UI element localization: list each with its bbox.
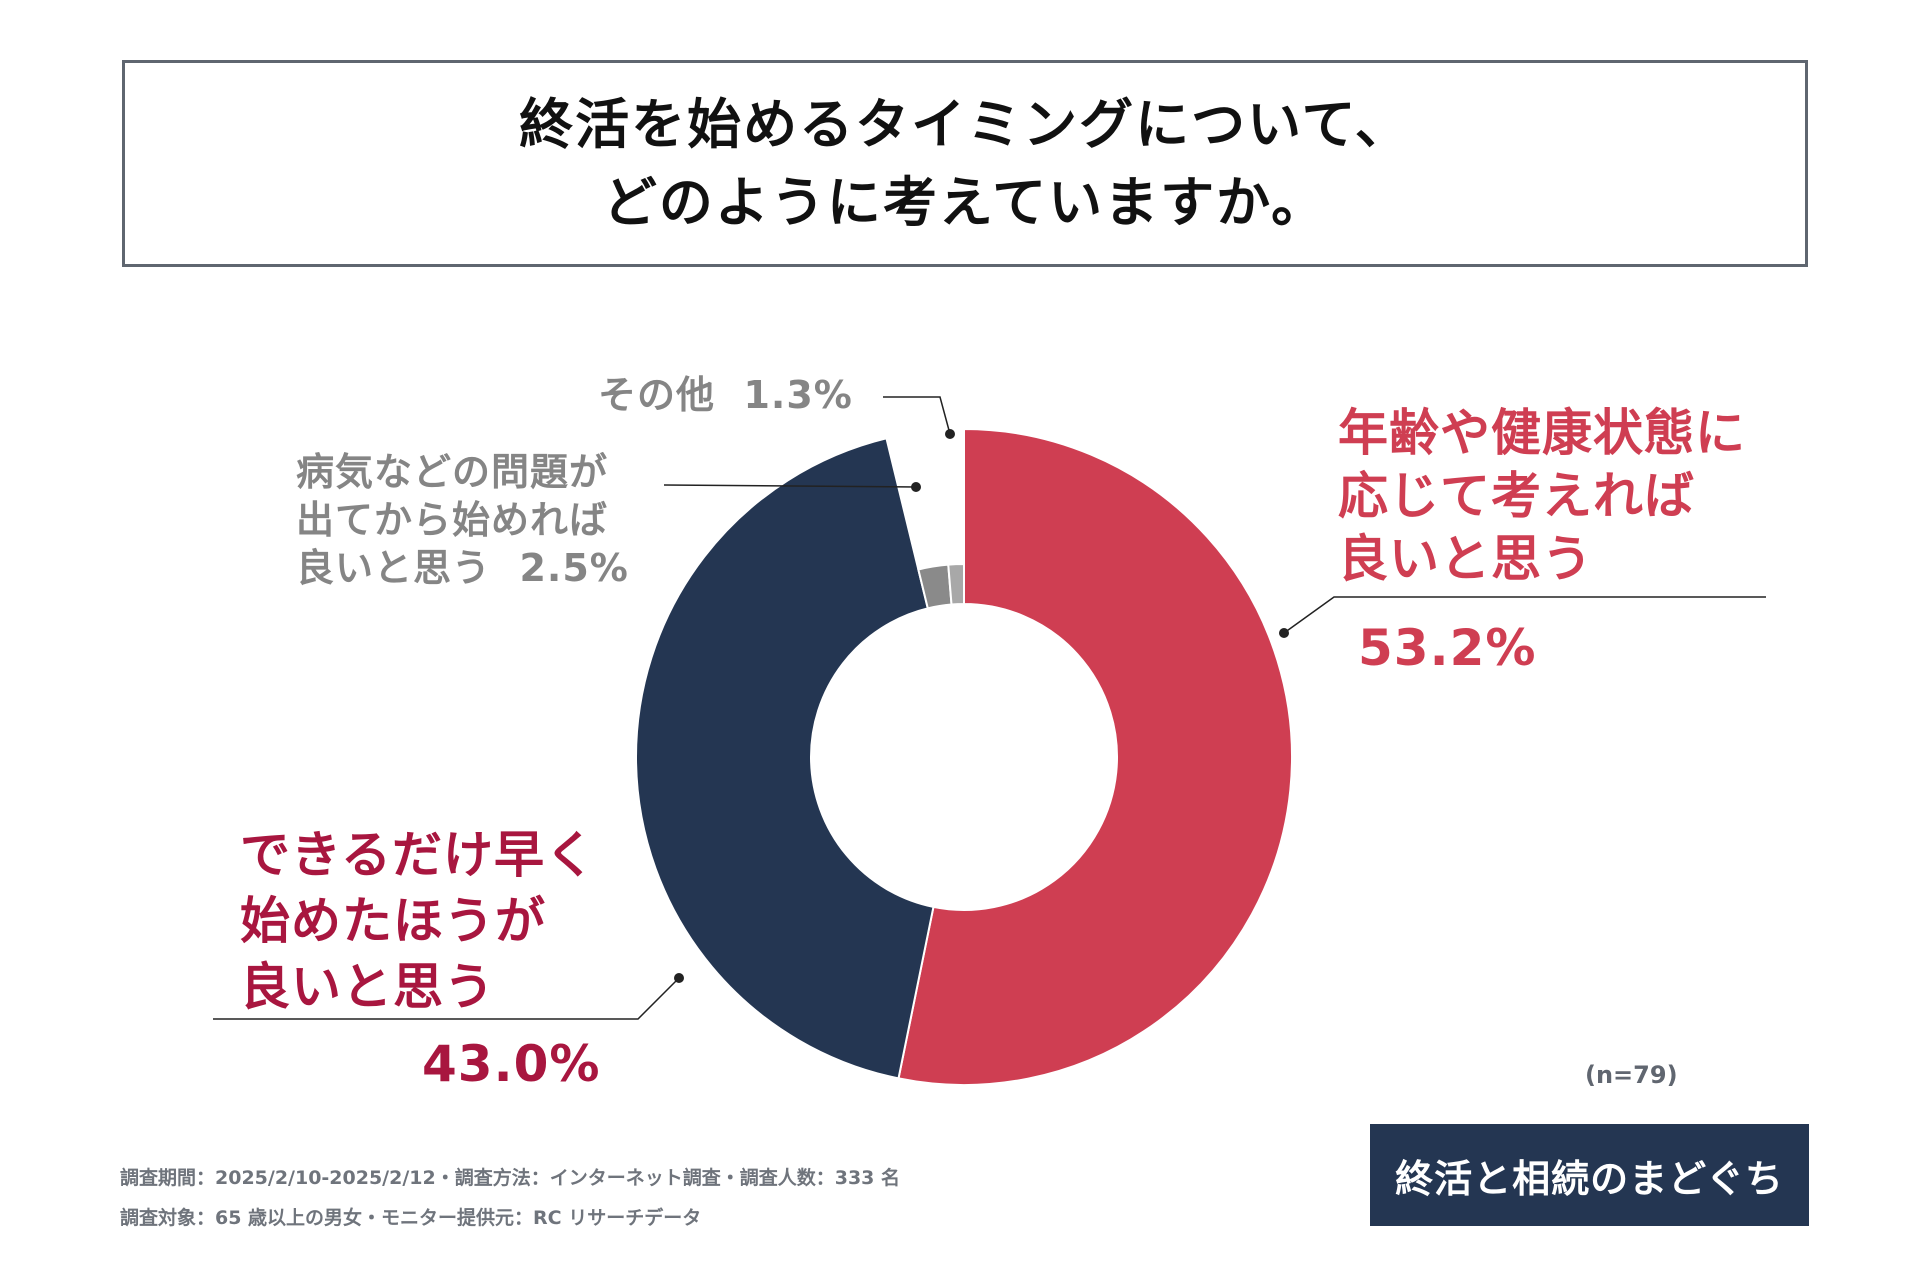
leader-line-illness-dot — [911, 482, 921, 492]
leader-line-illness — [663, 484, 917, 488]
leader-line-early — [213, 977, 680, 1020]
donut-slice-other — [947, 562, 965, 606]
pct-illness: 2.5% — [519, 546, 629, 590]
leader-line-age-health — [1283, 596, 1766, 634]
pct-age-health: 53.2% — [1358, 619, 1537, 677]
label-other-name: その他 — [598, 373, 716, 417]
footer-survey-period: 調査期間：2025/2/10-2025/2/12・調査方法：インターネット調査・… — [120, 1167, 901, 1189]
footer-survey-target: 調査対象：65 歳以上の男女・モニター提供元：RC リサーチデータ — [120, 1207, 702, 1229]
title-box: 終活を始めるタイミングについて、 どのように考えていますか。 — [122, 60, 1808, 267]
label-age-health-line2: 応じて考えれば — [1338, 467, 1695, 525]
title-line-1: 終活を始めるタイミングについて、 — [519, 92, 1411, 156]
pct-other: 1.3% — [743, 373, 853, 417]
label-illness-line3: 良いと思う 2.5% — [296, 544, 629, 592]
label-age-health: 年齢や健康状態に 応じて考えれば 良いと思う — [1338, 402, 1746, 591]
label-illness-line1: 病気などの問題が — [296, 450, 609, 494]
label-age-health-line3: 良いと思う — [1338, 530, 1593, 588]
label-age-health-line1: 年齢や健康状態に — [1338, 404, 1746, 462]
leader-line-early-dot — [674, 973, 684, 983]
label-illness: 病気などの問題が 出てから始めれば 良いと思う 2.5% — [296, 448, 629, 592]
leader-line-other — [883, 396, 951, 435]
label-other: その他 1.3% — [598, 372, 853, 420]
label-early-line1: できるだけ早く — [240, 826, 596, 884]
leader-line-other-dot — [945, 429, 955, 439]
label-illness-line2: 出てから始めれば — [296, 498, 609, 542]
label-early-line2: 始めたほうが — [240, 892, 546, 950]
pct-early: 43.0% — [422, 1035, 601, 1093]
label-early-line3: 良いと思う — [240, 958, 495, 1016]
brand-logo-text: 終活と相続のまどぐち — [1395, 1156, 1784, 1201]
donut-slice-age-health — [897, 427, 1293, 1086]
title-line-2: どのように考えていますか。 — [602, 170, 1328, 234]
donut-slice-early — [635, 437, 935, 1080]
sample-size-note: (n=79) — [1585, 1061, 1678, 1089]
leader-line-age-health-dot — [1279, 628, 1289, 638]
brand-logo: 終活と相続のまどぐち — [1370, 1124, 1809, 1226]
label-illness-line3-text: 良いと思う — [296, 546, 492, 590]
label-early: できるだけ早く 始めたほうが 良いと思う — [240, 822, 596, 1020]
